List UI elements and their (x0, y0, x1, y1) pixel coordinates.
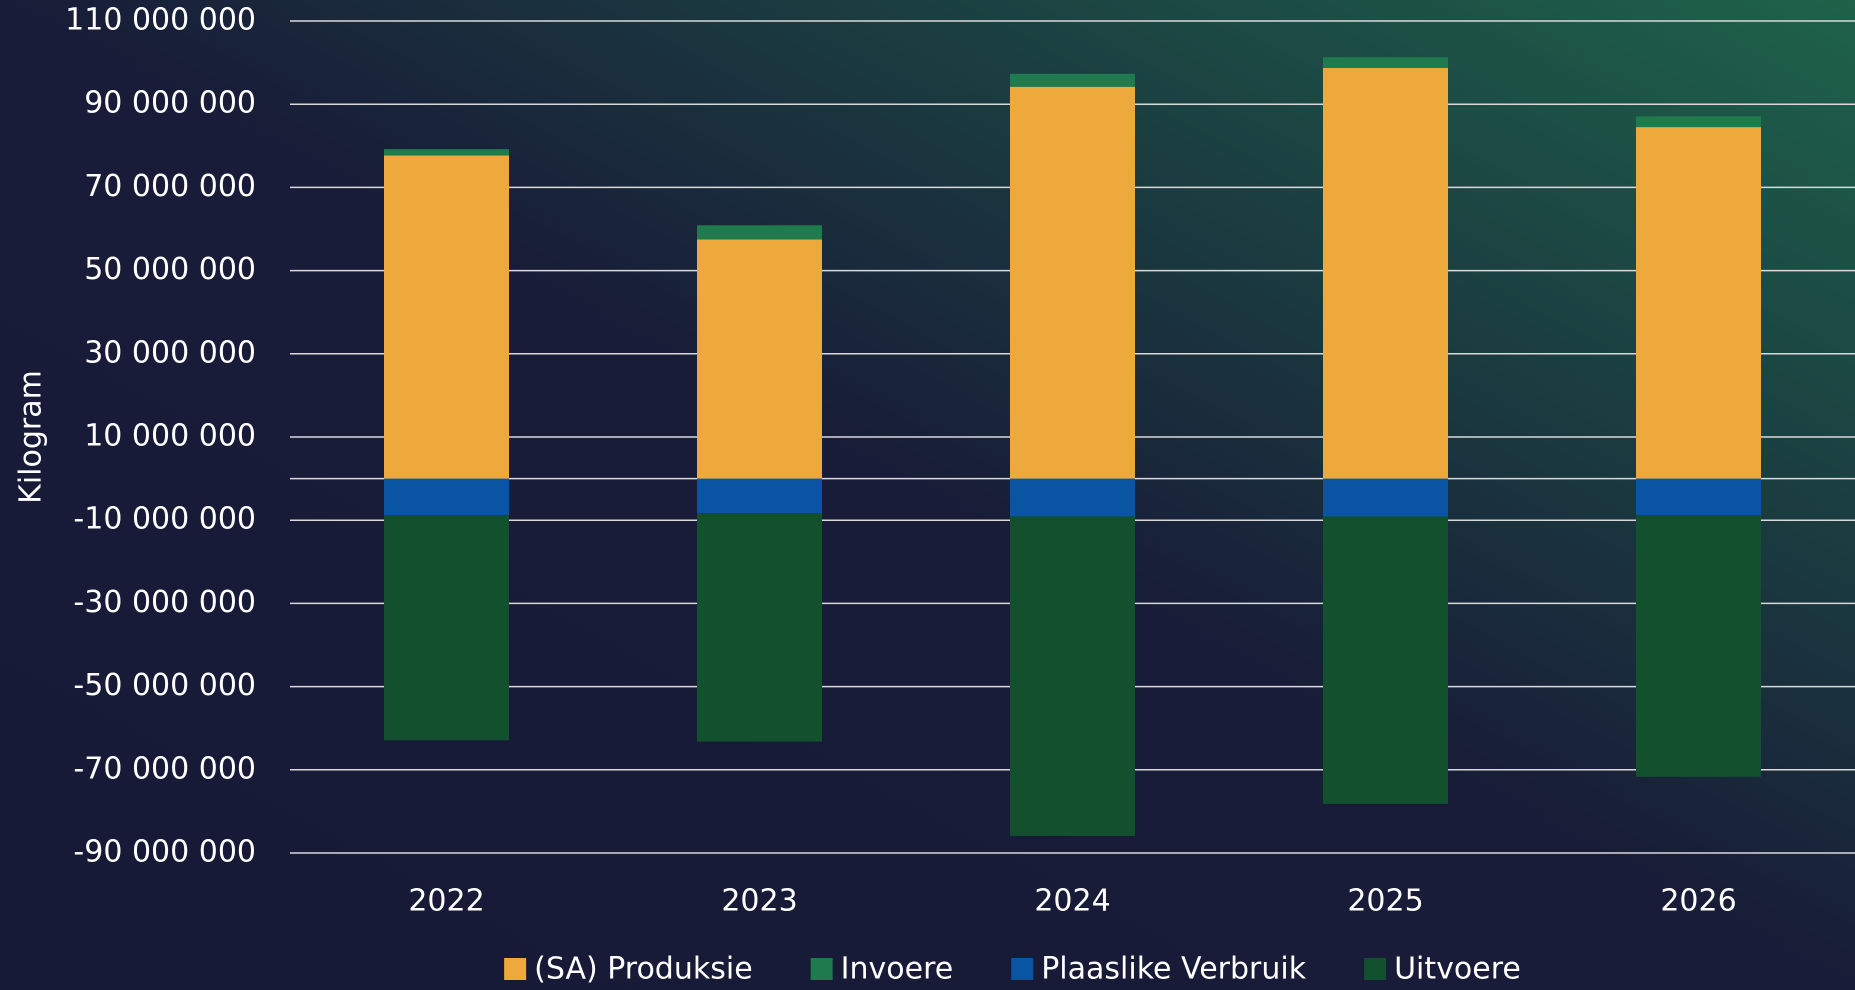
y-tick-label: 30 000 000 (84, 335, 256, 370)
legend-swatch (1011, 958, 1034, 980)
x-tick-label: 2022 (408, 884, 484, 919)
bar-segment (384, 149, 509, 156)
bar-segment (697, 513, 822, 742)
bar-segment (697, 225, 822, 240)
y-axis-title: Kilogram (14, 370, 49, 504)
bar-segment (384, 515, 509, 741)
bar-segment (1323, 68, 1448, 479)
bar-segment (1323, 516, 1448, 804)
legend-label: Plaaslike Verbruik (1041, 952, 1307, 987)
x-tick-label: 2023 (721, 884, 797, 919)
y-tick-label: 50 000 000 (84, 252, 256, 287)
y-tick-label: 10 000 000 (84, 419, 256, 454)
legend-swatch (810, 958, 833, 980)
bar-segment (1636, 127, 1761, 479)
x-tick-label: 2025 (1347, 884, 1423, 919)
legend-swatch (504, 958, 527, 980)
y-tick-label: 70 000 000 (84, 169, 256, 204)
bar-segment (1636, 478, 1761, 516)
bar-segment (1010, 86, 1135, 479)
bar-segment (697, 239, 822, 479)
bar-segment (1323, 57, 1448, 69)
bar-segment (1636, 116, 1761, 128)
x-tick-label: 2024 (1034, 884, 1110, 919)
bar-segment (1010, 478, 1135, 517)
y-tick-label: -50 000 000 (73, 668, 256, 703)
bar-segment (384, 155, 509, 479)
bar-segment (1010, 73, 1135, 87)
legend-label: (SA) Produksie (534, 952, 753, 987)
x-tick-label: 2026 (1660, 884, 1736, 919)
y-tick-label: -10 000 000 (73, 502, 256, 537)
bar-segment (384, 478, 509, 516)
bar-segment (1323, 478, 1448, 517)
legend-label: Invoere (841, 952, 954, 987)
legend-label: Uitvoere (1394, 952, 1521, 987)
y-tick-label: 110 000 000 (65, 3, 256, 38)
y-tick-label: -70 000 000 (73, 751, 256, 786)
bar-segment (697, 478, 822, 514)
y-tick-label: 90 000 000 (84, 86, 256, 121)
y-tick-label: -90 000 000 (73, 835, 256, 870)
y-tick-label: -30 000 000 (73, 585, 256, 620)
bar-segment (1010, 516, 1135, 836)
bar-segment (1636, 515, 1761, 777)
legend-swatch (1364, 958, 1387, 980)
